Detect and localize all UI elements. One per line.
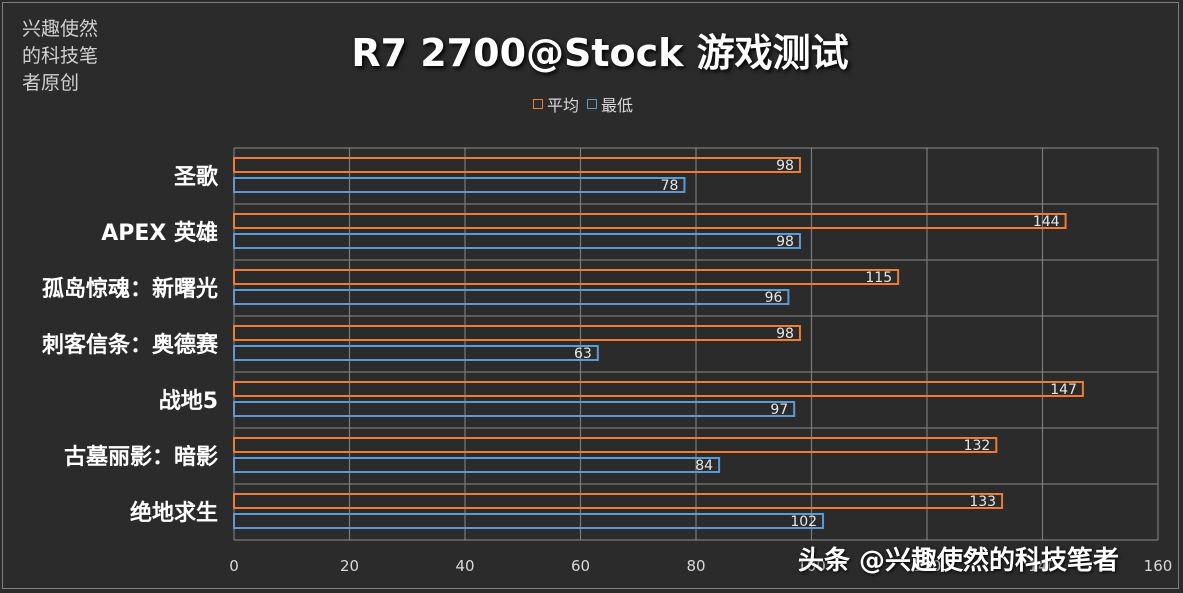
bar-avg bbox=[233, 493, 1004, 509]
data-label-avg: 98 bbox=[776, 158, 794, 174]
legend-swatch-avg bbox=[533, 99, 543, 109]
chart-title: R7 2700@Stock 游戏测试 bbox=[351, 31, 849, 75]
category-label: 圣歌 bbox=[174, 164, 219, 190]
bar-avg bbox=[233, 213, 1067, 229]
data-label-avg: 115 bbox=[865, 270, 892, 286]
x-tick-label: 120 bbox=[913, 557, 942, 575]
category-label: 刺客信条：奥德赛 bbox=[42, 332, 219, 358]
bar-min bbox=[233, 513, 825, 529]
x-tick-label: 40 bbox=[455, 557, 474, 575]
data-label-min: 98 bbox=[776, 234, 794, 250]
legend-swatch-min bbox=[587, 99, 598, 109]
legend-label-min: 最低 bbox=[601, 96, 634, 115]
data-label-min: 84 bbox=[695, 458, 713, 474]
data-label-avg: 132 bbox=[964, 438, 991, 454]
bar-avg bbox=[233, 157, 801, 173]
bar-min bbox=[233, 233, 801, 249]
legend-item-min: 最低 bbox=[587, 92, 633, 116]
category-label: 孤岛惊魂：新曙光 bbox=[42, 276, 218, 302]
bar-avg bbox=[233, 437, 998, 453]
bar-min bbox=[233, 457, 721, 473]
x-tick-label: 60 bbox=[571, 557, 590, 575]
data-label-min: 96 bbox=[765, 290, 783, 306]
data-label-min: 63 bbox=[574, 346, 592, 362]
x-tick-label: 160 bbox=[1144, 557, 1173, 575]
bar-min bbox=[233, 289, 790, 305]
watermark-line: 者原创 bbox=[22, 72, 80, 94]
x-tick-label: 100 bbox=[797, 557, 826, 575]
data-label-avg: 144 bbox=[1033, 214, 1060, 230]
chart-legend: 平均 最低 bbox=[533, 92, 633, 116]
watermark-text: 兴趣使然 的科技笔 者原创 bbox=[22, 16, 132, 97]
legend-label-avg: 平均 bbox=[547, 96, 580, 115]
data-label-avg: 133 bbox=[969, 494, 996, 510]
x-tick-label: 140 bbox=[1028, 557, 1057, 575]
bar-min bbox=[233, 401, 796, 417]
bar-min bbox=[233, 177, 686, 193]
category-label: 战地5 bbox=[159, 389, 218, 414]
data-label-min: 97 bbox=[770, 402, 788, 418]
x-tick-label: 20 bbox=[340, 557, 359, 575]
legend-item-avg: 平均 bbox=[533, 92, 579, 116]
bottom-credit-watermark: 头条 @兴趣使然的科技笔者 bbox=[798, 546, 1120, 576]
category-label: 绝地求生 bbox=[130, 500, 218, 526]
data-label-min: 78 bbox=[661, 178, 679, 194]
bar-avg bbox=[233, 381, 1084, 397]
data-label-avg: 98 bbox=[776, 326, 794, 342]
bar-min bbox=[233, 345, 599, 361]
data-label-avg: 147 bbox=[1050, 382, 1077, 398]
watermark-line: 的科技笔 bbox=[22, 45, 99, 67]
category-label: APEX 英雄 bbox=[101, 221, 218, 246]
data-label-min: 102 bbox=[790, 514, 817, 530]
x-tick-label: 80 bbox=[686, 557, 705, 575]
watermark-line: 兴趣使然 bbox=[22, 18, 99, 40]
bar-avg bbox=[233, 325, 801, 341]
category-label: 古墓丽影：暗影 bbox=[64, 444, 218, 470]
x-tick-label: 0 bbox=[229, 557, 239, 575]
bar-avg bbox=[233, 269, 900, 285]
